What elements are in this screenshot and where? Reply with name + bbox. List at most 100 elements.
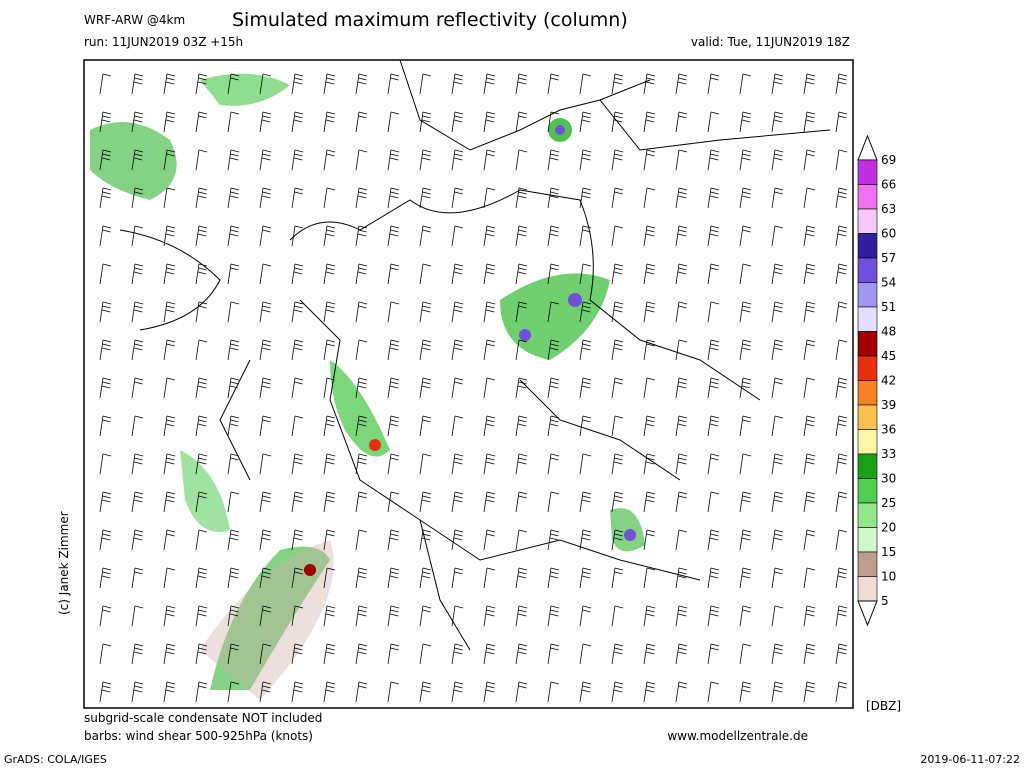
wind-barb (483, 225, 496, 247)
wind-barb (835, 339, 848, 361)
run-label: run: 11JUN2019 03Z +15h (84, 35, 243, 49)
wind-barb (355, 681, 368, 703)
footer-note: barbs: wind shear 500-925hPa (knots) (84, 729, 313, 743)
echo (304, 564, 316, 576)
colorbar-cap (857, 600, 878, 627)
colorbar-bin (857, 306, 878, 332)
wind-barb (579, 111, 592, 133)
wind-barb (835, 263, 848, 285)
wind-barb (99, 73, 112, 95)
wind-barb (579, 681, 592, 703)
wind-barb (739, 643, 752, 665)
wind-barb (771, 263, 784, 285)
wind-barb (387, 149, 400, 171)
wind-barb (195, 681, 208, 703)
wind-barb (643, 529, 656, 551)
wind-barb (419, 149, 432, 171)
wind-barb (515, 339, 528, 361)
wind-barb (579, 453, 592, 475)
wind-barb (803, 605, 816, 627)
wind-barb (419, 681, 432, 703)
wind-barb (451, 225, 464, 247)
wind-barb (163, 225, 176, 247)
wind-barb (291, 73, 304, 95)
wind-barb (675, 187, 688, 209)
wind-barb (515, 187, 528, 209)
wind-barb (707, 681, 720, 703)
wind-barb (451, 453, 464, 475)
wind-barb (611, 149, 624, 171)
colorbar-label: 66 (881, 178, 896, 192)
wind-barb (451, 567, 464, 589)
wind-barb (643, 491, 656, 513)
wind-barb (547, 643, 560, 665)
wind-barb (547, 301, 560, 323)
wind-barb (227, 111, 240, 133)
wind-barb (707, 415, 720, 437)
wind-barb (323, 567, 336, 589)
wind-barb (99, 415, 112, 437)
echo (200, 540, 334, 700)
wind-barb (419, 263, 432, 285)
wind-barb (419, 301, 432, 323)
wind-barb (611, 225, 624, 247)
wind-barb (739, 339, 752, 361)
wind-barb (419, 491, 432, 513)
wind-barb (259, 453, 272, 475)
wind-barb (835, 491, 848, 513)
wind-barb (387, 263, 400, 285)
wind-barb (579, 301, 592, 323)
wind-barb (483, 491, 496, 513)
wind-barb (643, 567, 656, 589)
wind-barb (355, 605, 368, 627)
colorbar-bin (857, 208, 878, 234)
wind-barb (195, 377, 208, 399)
wind-barb (131, 111, 144, 133)
wind-barb (483, 377, 496, 399)
colorbar-bin (857, 380, 878, 406)
wind-barb (451, 529, 464, 551)
wind-barb (387, 567, 400, 589)
wind-barb (579, 73, 592, 95)
wind-barb (643, 301, 656, 323)
colorbar-bin (857, 159, 878, 185)
echo (519, 329, 531, 341)
wind-barb (739, 149, 752, 171)
wind-barb (131, 415, 144, 437)
wind-barb (771, 73, 784, 95)
wind-barb (451, 263, 464, 285)
wind-barb (803, 301, 816, 323)
colorbar-bin (857, 478, 878, 504)
wind-barb (387, 605, 400, 627)
wind-barb (547, 225, 560, 247)
wind-barb (579, 339, 592, 361)
wind-barb (579, 529, 592, 551)
wind-barb (195, 415, 208, 437)
wind-barb (195, 263, 208, 285)
wind-barb (195, 567, 208, 589)
echo (369, 439, 381, 451)
wind-barb (803, 681, 816, 703)
wind-barb (451, 187, 464, 209)
wind-barb (835, 377, 848, 399)
wind-barb (419, 453, 432, 475)
wind-barb (771, 187, 784, 209)
colorbar-label: 60 (881, 227, 896, 241)
wind-barb (771, 225, 784, 247)
wind-barb (675, 681, 688, 703)
wind-barb (195, 643, 208, 665)
wind-barb (259, 301, 272, 323)
wind-barb (547, 491, 560, 513)
wind-barb (515, 149, 528, 171)
wind-barb (99, 567, 112, 589)
wind-barb (227, 453, 240, 475)
wind-barb (323, 453, 336, 475)
echo (555, 125, 565, 135)
colorbar-bin (857, 453, 878, 479)
wind-barb (99, 529, 112, 551)
wind-barb (483, 567, 496, 589)
wind-barb (99, 681, 112, 703)
echo (568, 293, 582, 307)
wind-barb (611, 377, 624, 399)
